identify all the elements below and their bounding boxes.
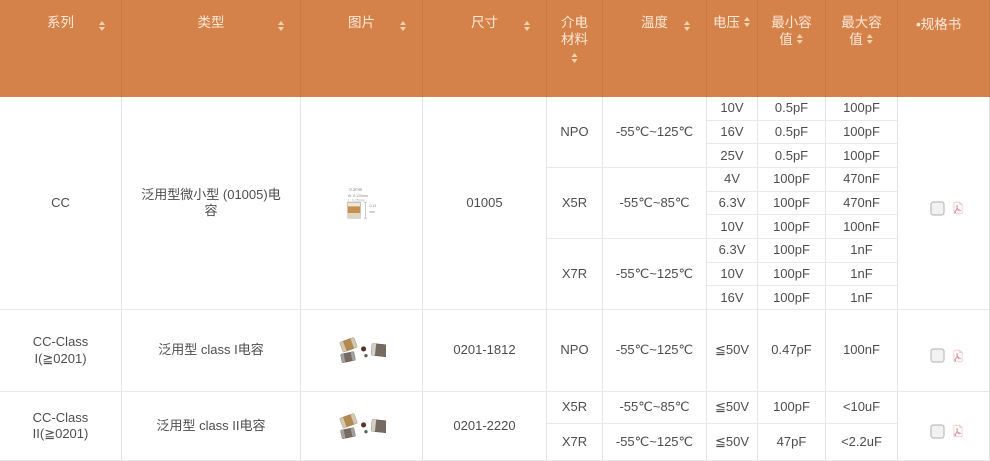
- svg-text:L: 0.25mm: L: 0.25mm: [347, 198, 364, 202]
- svg-text:0.2mm: 0.2mm: [349, 187, 362, 192]
- svg-text:mm: mm: [369, 210, 375, 214]
- svg-text:0.13: 0.13: [369, 204, 376, 208]
